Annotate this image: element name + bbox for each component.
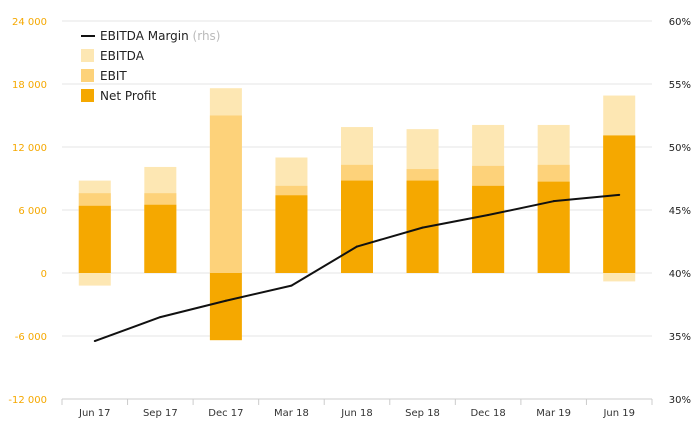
y-left-tick-label: 0 [41,269,47,280]
x-tick-label: Dec 18 [470,408,505,419]
legend-swatch-ebitda [81,49,94,62]
y-left-tick-label: -12 000 [8,395,47,406]
point-ebitda-margin [224,299,227,302]
y-left-tick-label: 24 000 [12,17,47,28]
y-left-tick-label: 6 000 [18,206,47,217]
bar-net-profit [341,180,373,273]
bars-layer [78,88,636,341]
bar-net-profit [472,185,505,273]
x-tick-label: Dec 17 [208,408,243,419]
point-ebitda-margin [290,284,293,287]
bar-net-profit [78,205,111,273]
point-ebitda-margin [93,340,96,343]
x-tick-label: Jun 18 [340,408,373,419]
y-left-tick-label: 18 000 [12,80,47,91]
point-ebitda-margin [356,245,358,248]
bar-net-profit [144,204,177,273]
legend-label-net-profit: Net Profit [100,89,156,103]
bar-net-profit [209,273,242,341]
point-ebitda-margin [618,193,621,196]
point-ebitda-margin [552,200,555,203]
x-tick-label: Mar 18 [274,408,309,419]
legend-label-ebitda-margin: EBITDA Margin (rhs) [100,29,221,43]
x-tick-label: Mar 19 [536,408,571,419]
x-tick-label: Sep 17 [143,408,178,419]
bar-ebit [209,115,242,273]
bar-net-profit [275,195,308,273]
bar-net-profit [537,181,570,273]
y-right-tick-label: 50% [669,143,691,154]
bar-net-profit-negative [603,273,636,282]
bar-net-profit [603,135,636,273]
y-right-tick-label: 35% [669,332,691,343]
legend-label-ebit: EBIT [100,69,127,83]
y-left-tick-label: -6 000 [15,332,47,343]
y-left-tick-label: 12 000 [12,143,47,154]
y-right-tick-label: 40% [669,269,691,280]
legend-swatch-net-profit [81,89,94,102]
line-layer [93,193,621,343]
y-right-tick-label: 60% [669,17,691,28]
y-right-tick-label: 45% [669,206,691,217]
legend-swatch-ebit [81,69,94,82]
x-tick-label: Sep 18 [405,408,440,419]
point-ebitda-margin [421,226,424,229]
y-right-tick-label: 55% [669,80,691,91]
legend-label-ebitda: EBITDA [100,49,145,63]
legend-label-suffix: (rhs) [189,29,221,43]
bar-net-profit-negative [78,273,111,286]
x-tick-label: Jun 19 [602,408,635,419]
axis-layer: 24 000 18 000 12 000 6 000 0 -6 000 -12 000 60%… [8,17,691,419]
x-tick-label: Jun 17 [78,408,111,419]
y-right-tick-label: 30% [669,395,691,406]
point-ebitda-margin [159,316,162,319]
point-ebitda-margin [487,214,490,217]
legend: EBITDA Margin (rhs) EBITDA EBIT Net Profit [81,29,221,103]
